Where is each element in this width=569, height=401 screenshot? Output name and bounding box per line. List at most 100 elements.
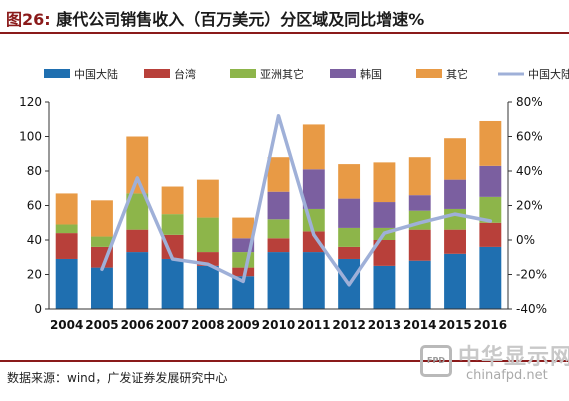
bar-2008-3 <box>196 217 219 253</box>
chart: 中国大陆 台湾 亚洲其它 韩国 其它 中国大陆增速% 0 20 40 60 80 100 120 -40%… <box>19 67 569 332</box>
y2-tick-label-1: -40% <box>516 302 547 316</box>
bar-2012-4 <box>338 198 361 228</box>
bar-2016-3 <box>479 196 502 223</box>
bar-2016-5 <box>479 120 502 166</box>
x-tick-label-2009: 2009 <box>226 318 259 332</box>
bar-2009-5 <box>232 217 255 239</box>
watermark-logo: FPD <box>420 345 452 377</box>
y-tick-label-7: 120 <box>19 95 42 109</box>
bar-2013-1 <box>373 265 396 309</box>
chart-title: 图26: 康代公司销售收入（百万美元）分区域及同比增速% <box>6 6 424 30</box>
legend-swatch-1 <box>44 69 70 78</box>
y2-tick-label-2: -20% <box>516 268 547 282</box>
x-tick-label-2006: 2006 <box>121 318 154 332</box>
bar-2013-2 <box>373 240 396 266</box>
bar-2009-1 <box>232 276 255 309</box>
bar-2014-1 <box>408 260 431 309</box>
growth-line <box>100 114 493 287</box>
bar-2007-5 <box>161 186 184 215</box>
y2-tick-label-3: 0% <box>516 233 535 247</box>
x-tick-label-2010: 2010 <box>262 318 295 332</box>
bar-2014-2 <box>408 229 431 261</box>
bar-2015-4 <box>444 179 466 209</box>
x-tick-label-2012: 2012 <box>332 318 365 332</box>
bar-2016-2 <box>479 222 502 247</box>
bar-2011-4 <box>302 169 325 209</box>
legend-label-4: 韩国 <box>360 67 382 81</box>
legend-swatch-2 <box>144 69 170 78</box>
legend-label-1: 中国大陆 <box>74 67 118 81</box>
x-tick-label-2011: 2011 <box>297 318 330 332</box>
bar-2006-2 <box>126 229 149 253</box>
y-tick-label-5: 80 <box>27 164 42 178</box>
legend-label-2: 台湾 <box>174 67 196 81</box>
bar-2010-1 <box>267 252 290 309</box>
bar-2008-1 <box>196 265 219 309</box>
bar-2010-2 <box>267 238 290 253</box>
bar-2009-3 <box>232 252 255 268</box>
bar-2007-2 <box>161 234 184 259</box>
y2-tick-label-4: 20% <box>516 199 543 213</box>
bar-2007-1 <box>161 258 184 309</box>
bar-2013-5 <box>373 162 396 203</box>
bar-2015-1 <box>444 253 466 309</box>
bar-2010-3 <box>267 219 290 239</box>
bar-2011-5 <box>302 124 325 170</box>
figure-title: 康代公司销售收入（百万美元）分区域及同比增速% <box>56 10 425 29</box>
bar-2010-5 <box>267 157 290 192</box>
bar-2007-3 <box>161 214 184 235</box>
bar-2004-1 <box>55 258 78 309</box>
title-bar: 图26: 康代公司销售收入（百万美元）分区域及同比增速% <box>0 0 569 34</box>
bar-2013-4 <box>373 202 396 228</box>
bar-2012-3 <box>338 227 361 247</box>
y-tick-label-2: 20 <box>27 268 42 282</box>
bar-2014-4 <box>408 195 431 211</box>
watermark-url: chinafpd.net <box>466 368 548 383</box>
x-tick-label-2005: 2005 <box>85 318 118 332</box>
source-note: 数据来源：wind，广发证券发展研究中心 <box>7 371 228 385</box>
bar-2015-3 <box>444 208 466 230</box>
bar-2015-2 <box>444 229 466 254</box>
bar-2005-1 <box>91 267 113 309</box>
bar-2012-5 <box>338 164 361 199</box>
y2-tick-label-7: 80% <box>516 95 543 109</box>
bar-2006-3 <box>126 193 149 230</box>
source-divider <box>0 360 569 362</box>
bar-2015-5 <box>444 138 466 180</box>
bar-2016-4 <box>479 165 502 197</box>
legend-line-label: 中国大陆增速% <box>528 67 569 81</box>
legend-swatch-5 <box>416 69 442 78</box>
legend-swatch-3 <box>230 69 256 78</box>
bar-2006-5 <box>126 136 149 194</box>
x-tick-label-2014: 2014 <box>403 318 436 332</box>
bar-2006-1 <box>126 252 149 309</box>
bar-2004-2 <box>55 233 78 259</box>
bar-2005-5 <box>91 200 113 237</box>
x-tick-label-2007: 2007 <box>156 318 189 332</box>
y-tick-label-4: 60 <box>27 199 42 213</box>
y2-tick-label-6: 60% <box>516 130 543 144</box>
legend-swatch-4 <box>330 69 356 78</box>
x-tick-label-2004: 2004 <box>50 318 83 332</box>
watermark-text: 中华显示网 <box>458 345 569 370</box>
bar-2014-5 <box>408 157 431 196</box>
y-tick-label-6: 100 <box>19 130 42 144</box>
bar-2004-3 <box>55 224 78 234</box>
x-tick-label-2013: 2013 <box>368 318 401 332</box>
bar-2012-2 <box>338 246 361 259</box>
legend-label-3: 亚洲其它 <box>260 67 304 81</box>
legend-label-5: 其它 <box>446 67 468 81</box>
bar-2016-1 <box>479 246 502 309</box>
x-tick-label-2016: 2016 <box>474 318 507 332</box>
x-tick-label-2015: 2015 <box>438 318 471 332</box>
bar-2004-5 <box>55 193 78 225</box>
y-tick-label-1: 0 <box>34 302 42 316</box>
bar-2009-2 <box>232 267 255 277</box>
bar-2008-5 <box>196 179 219 218</box>
x-tick-label-2008: 2008 <box>191 318 224 332</box>
bar-2005-3 <box>91 236 113 247</box>
y-tick-label-3: 40 <box>27 233 42 247</box>
y2-tick-label-5: 40% <box>516 164 543 178</box>
figure-number: 图26: <box>6 10 51 29</box>
bar-2011-1 <box>302 252 325 309</box>
